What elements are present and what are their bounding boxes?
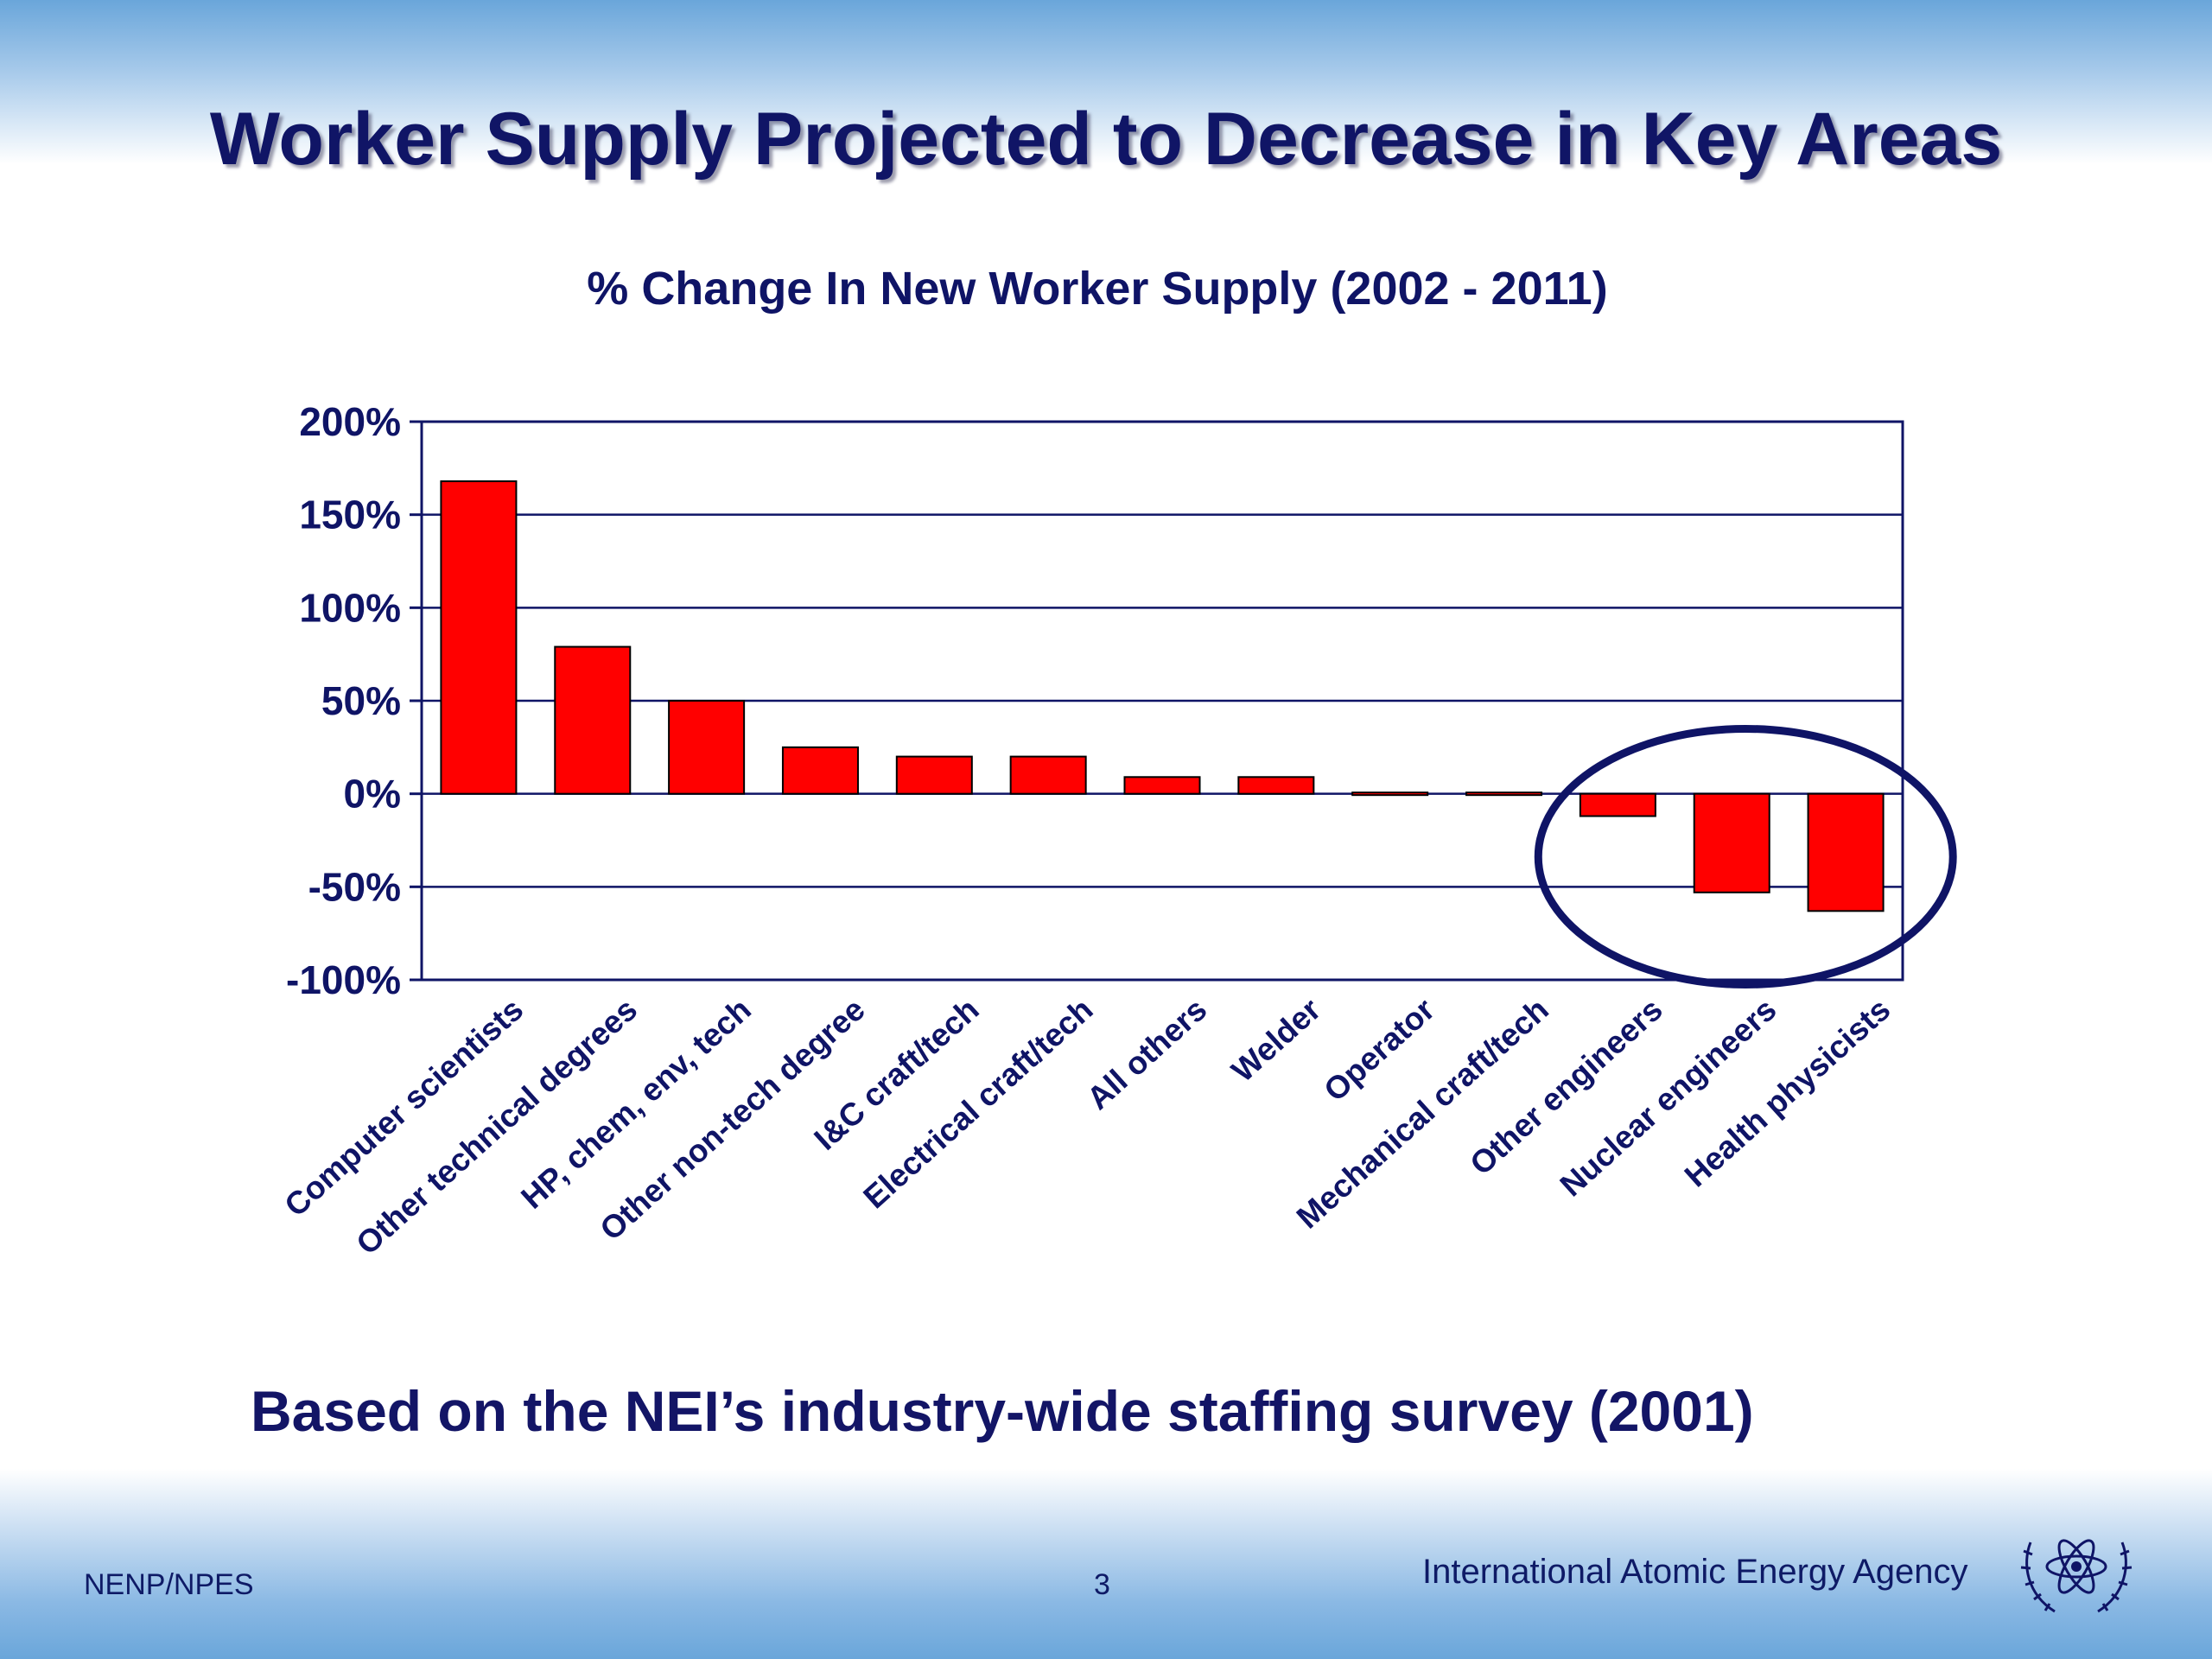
top-gradient-band [0,0,2212,164]
iaea-emblem-icon [2020,1539,2133,1613]
x-tick-label: Nuclear engineers [1554,991,1783,1203]
bar-4 [895,755,973,795]
footnote: Based on the NEI’s industry-wide staffin… [251,1379,1754,1443]
bar-3 [781,746,859,795]
y-tick-label: -100% [286,957,401,1002]
y-tick-label: 50% [321,678,401,723]
organization-name: International Atomic Energy Agency [1422,1553,1968,1591]
footer-left-label: NENP/NPES [84,1568,254,1601]
bar-7 [1237,776,1315,795]
x-tick-label: Other engineers [1463,991,1669,1181]
bar-6 [1123,776,1201,795]
y-tick-label: -50% [308,864,401,909]
x-tick-label: Welder [1225,991,1328,1089]
y-tick-label: 100% [299,585,401,630]
bar-11 [1693,792,1770,893]
y-tick-label: 200% [299,399,401,444]
y-tick-labels: -100% -50% 0% 50% 100% 150% 200% [286,399,401,1002]
bar-10 [1579,792,1656,817]
bar-12 [1807,792,1885,912]
y-tick-label: 150% [299,493,401,537]
bar-9 [1465,791,1543,797]
bars [440,480,1885,912]
x-tick-label: All others [1080,991,1213,1116]
axes [410,420,1904,982]
bar-8 [1351,791,1429,797]
slide-title: Worker Supply Projected to Decrease in K… [209,98,2003,181]
bar-5 [1009,755,1087,795]
bar-2 [668,700,746,795]
x-tick-label: Electrical craft/tech [856,991,1099,1215]
y-tick-label: 0% [344,772,401,817]
page-number: 3 [1094,1568,1110,1601]
bar-0 [440,480,518,795]
bottom-gradient-band [0,1469,2212,1659]
chart-title: % Change In New Worker Supply (2002 - 20… [587,263,1607,315]
x-tick-label: Health physicists [1678,991,1897,1193]
highlight-ellipse [1534,724,1957,988]
gridlines [422,420,1903,982]
bar-1 [554,645,632,795]
